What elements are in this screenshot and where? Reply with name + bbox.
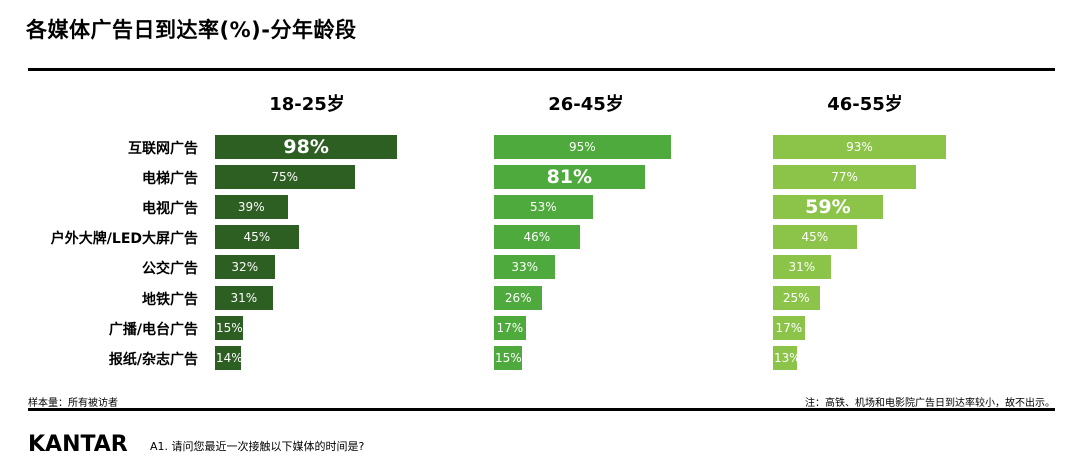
bar	[773, 165, 917, 190]
age-group-title: 26-45岁	[548, 94, 624, 115]
bar	[494, 285, 543, 310]
category-label: 广播/电台广告	[108, 321, 198, 338]
bar	[494, 225, 580, 250]
bar	[494, 345, 522, 370]
bar	[494, 135, 671, 159]
bar-value-label: 25%	[782, 290, 810, 305]
bar-value-label: 53%	[529, 200, 557, 215]
category-label: 报纸/杂志广告	[108, 351, 198, 368]
bar-value-label: 39%	[237, 200, 265, 215]
sample-note: 样本量：所有被访者	[28, 398, 118, 409]
bar-value-label: 14%	[216, 350, 243, 365]
bar	[494, 255, 556, 280]
category-label: 户外大牌/LED大屏广告	[50, 231, 198, 248]
question-footnote: A1. 请问您最近一次接触以下媒体的时间是?	[150, 440, 365, 453]
bar-value-label: 45%	[801, 230, 829, 245]
top-divider	[28, 68, 1055, 71]
bar	[773, 225, 857, 250]
bottom-divider	[28, 408, 1055, 411]
bar-value-label: 32%	[231, 260, 259, 275]
bar-value-label: 17%	[496, 320, 524, 335]
bar	[215, 165, 355, 190]
category-label: 互联网广告	[128, 141, 198, 157]
category-label: 地铁广告	[142, 291, 198, 308]
bar	[494, 315, 526, 340]
age-group-title: 18-25岁	[269, 94, 345, 115]
bar	[773, 255, 831, 280]
bar	[215, 225, 299, 250]
bar-value-label: 17%	[775, 320, 803, 335]
exclusion-note: 注：高铁、机场和电影院广告日到达率较小，故不出示。	[805, 398, 1055, 409]
bar	[773, 345, 798, 370]
category-label: 电梯广告	[142, 171, 198, 188]
bar-value-label: 45%	[243, 230, 271, 245]
bar-value-label: 31%	[230, 290, 258, 305]
bar-value-label: 31%	[788, 260, 816, 275]
bar-value-label: 33%	[511, 260, 539, 275]
bar	[215, 255, 275, 280]
bar-value-label: 93%	[846, 140, 873, 154]
bar	[773, 195, 883, 220]
bar	[773, 315, 805, 340]
bar	[215, 135, 398, 159]
bar-value-label: 81%	[546, 166, 593, 189]
bar	[494, 165, 645, 190]
bar-value-label: 46%	[523, 230, 551, 245]
bar	[215, 285, 273, 310]
bar-value-label: 77%	[831, 170, 858, 185]
bar	[494, 195, 593, 220]
bar-value-label: 75%	[271, 170, 299, 185]
bar-value-label: 15%	[216, 320, 243, 335]
bar	[215, 345, 242, 370]
bar-value-label: 95%	[569, 140, 596, 154]
kantar-logo: KANTAR	[28, 432, 128, 457]
bar-value-label: 26%	[504, 290, 532, 305]
category-label: 公交广告	[142, 261, 198, 278]
bar-value-label: 13%	[774, 350, 801, 365]
chart-title: 各媒体广告日到达率(%)-分年龄段	[26, 18, 357, 42]
bar-value-label: 59%	[805, 196, 851, 219]
bar	[215, 315, 243, 340]
category-label: 电视广告	[142, 201, 198, 218]
age-group-title: 46-55岁	[827, 94, 903, 115]
bar	[773, 135, 946, 159]
bar	[215, 195, 288, 220]
bar	[773, 285, 820, 310]
bar-value-label: 15%	[495, 350, 522, 365]
bar-value-label: 98%	[283, 136, 329, 158]
